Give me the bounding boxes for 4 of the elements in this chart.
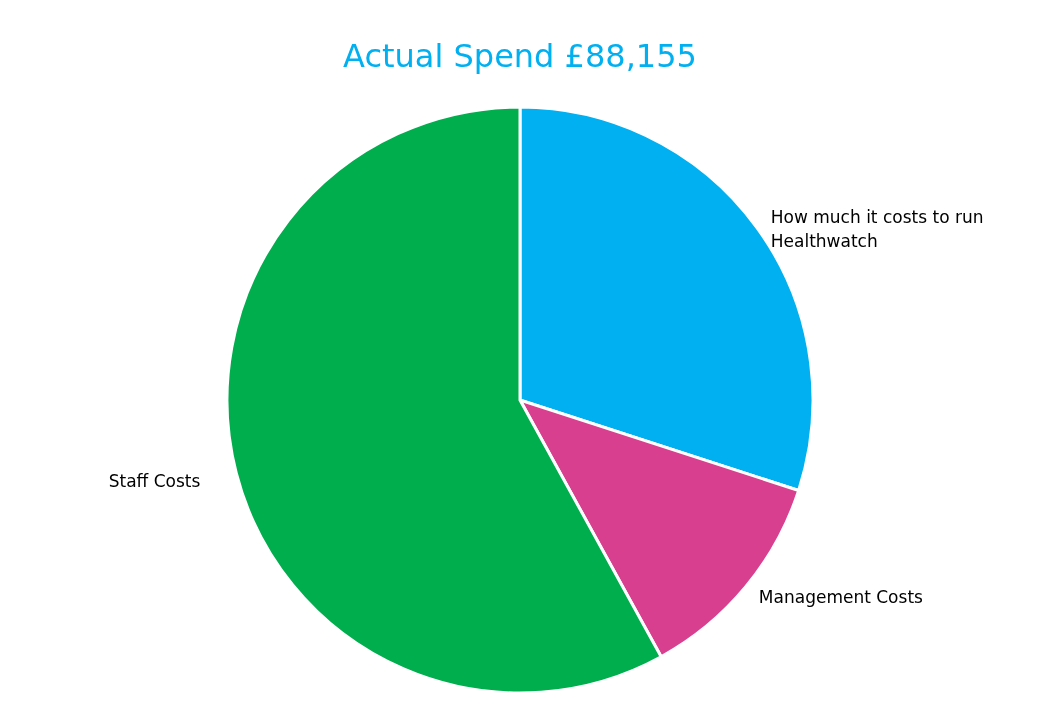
slice-label: How much it costs to run Healthwatch: [770, 206, 984, 251]
slice-label: Management Costs: [758, 586, 924, 607]
chart-title: Actual Spend £88,155: [343, 37, 697, 75]
slice-label: Staff Costs: [108, 471, 201, 492]
